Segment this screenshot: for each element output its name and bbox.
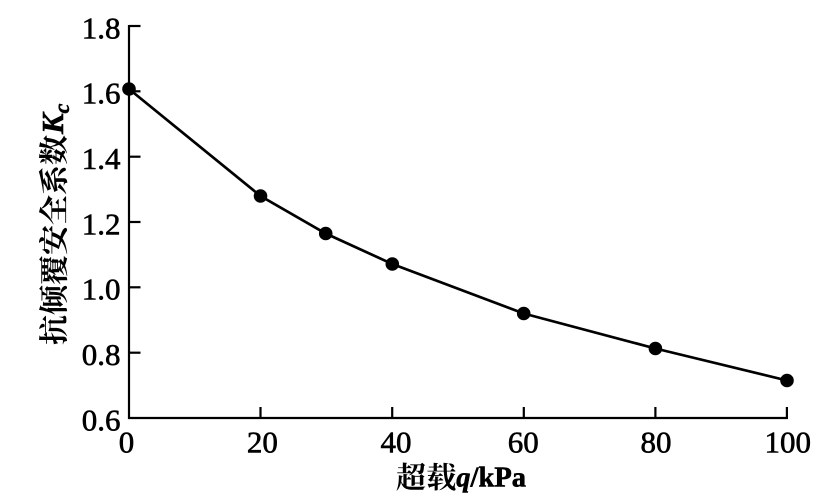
svg-text:1.6: 1.6 — [82, 76, 121, 111]
svg-text:0.8: 0.8 — [82, 337, 121, 372]
svg-text:0: 0 — [119, 425, 135, 460]
svg-text:q/kPa: q/kPa — [456, 463, 526, 494]
svg-text:1.2: 1.2 — [82, 206, 121, 241]
svg-text:100: 100 — [765, 425, 812, 460]
svg-text:80: 80 — [641, 425, 672, 460]
svg-text:1.8: 1.8 — [82, 10, 121, 45]
svg-text:60: 60 — [508, 425, 539, 460]
svg-text:40: 40 — [381, 425, 412, 460]
svg-text:20: 20 — [247, 425, 278, 460]
svg-text:1.4: 1.4 — [82, 141, 121, 176]
svg-text:0.6: 0.6 — [82, 402, 121, 437]
svg-text:1.0: 1.0 — [82, 272, 121, 307]
svg-text:Kc: Kc — [35, 103, 74, 135]
